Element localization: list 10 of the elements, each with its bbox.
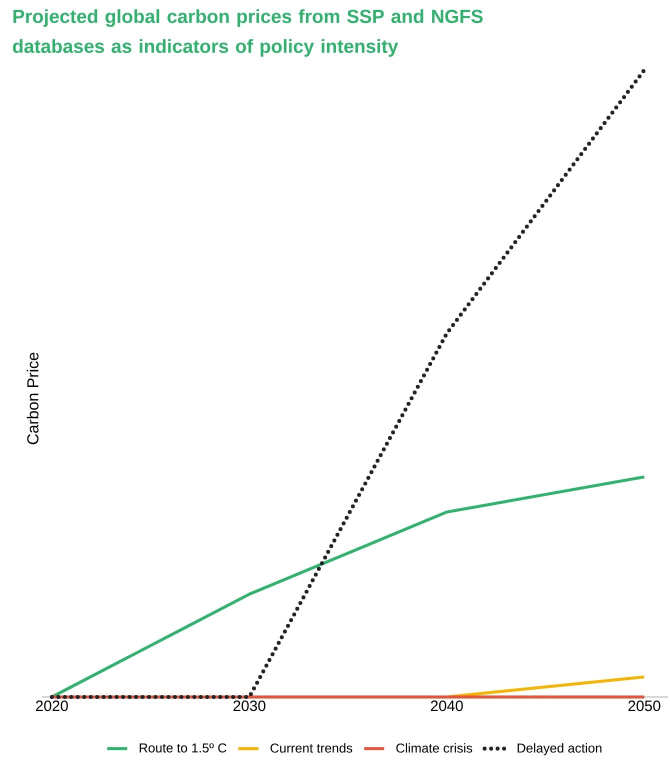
legend-label: Climate crisis xyxy=(396,743,472,753)
x-tick-label: 2020 xyxy=(36,700,68,712)
legend-label: Current trends xyxy=(270,743,352,753)
y-axis-title: Carbon Price xyxy=(26,352,38,444)
legend-label: Route to 1.5º C xyxy=(140,743,226,753)
legend-label: Delayed action xyxy=(518,743,602,756)
x-tick-label: 2040 xyxy=(430,700,463,712)
x-tick-label: 2030 xyxy=(233,700,266,712)
x-tick-label: 2050 xyxy=(628,700,660,712)
chart-title: Projected global carbon prices from SSP and NGFS databases as indicators of policy intensity xyxy=(12,9,483,57)
